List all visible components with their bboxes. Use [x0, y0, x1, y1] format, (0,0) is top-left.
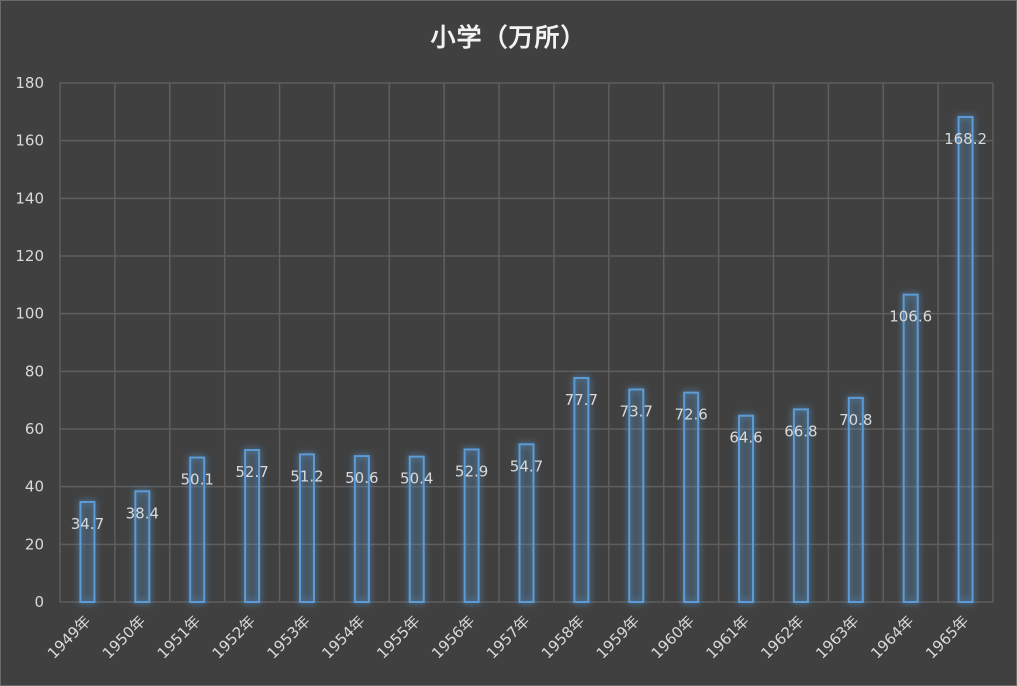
bar	[408, 455, 425, 603]
data-label: 66.8	[784, 422, 817, 440]
data-label: 51.2	[290, 467, 323, 485]
data-label: 52.9	[455, 462, 488, 480]
bar	[353, 455, 370, 603]
x-tick-label: 1961年	[703, 612, 753, 662]
y-tick-label: 180	[15, 74, 44, 92]
x-tick-label: 1954年	[318, 612, 368, 662]
data-label: 73.7	[620, 402, 653, 420]
y-tick-label: 80	[25, 362, 44, 380]
x-tick-label: 1953年	[263, 612, 313, 662]
bar	[244, 449, 261, 603]
x-tick-label: 1958年	[538, 612, 588, 662]
data-labels: 34.7 38.4 50.1 52.7 51.2 50.6 50.4 52.9 54.7 77.7…	[71, 130, 987, 533]
bar	[573, 376, 590, 603]
bar	[463, 448, 480, 604]
bar	[847, 396, 864, 603]
bar	[792, 408, 809, 604]
bar	[683, 391, 700, 604]
y-tick-label: 140	[15, 189, 44, 207]
data-label: 50.6	[345, 469, 378, 487]
x-tick-label: 1964年	[867, 612, 917, 662]
data-label: 54.7	[510, 457, 543, 475]
bar	[79, 500, 96, 603]
x-tick-label: 1952年	[209, 612, 259, 662]
bar	[189, 456, 206, 604]
x-tick-label: 1965年	[922, 612, 972, 662]
y-tick-label: 60	[25, 420, 44, 438]
x-tick-label: 1955年	[373, 612, 423, 662]
data-label: 50.1	[181, 471, 214, 489]
x-tick-label: 1956年	[428, 612, 478, 662]
bar	[738, 414, 755, 603]
y-tick-label: 100	[15, 305, 44, 323]
data-label: 168.2	[944, 130, 987, 148]
x-axis-ticks: 1949年 1950年 1951年 1952年 1953年 1954年 1955年 1956年…	[44, 612, 972, 662]
y-tick-label: 20	[25, 535, 44, 553]
y-axis-ticks: 0 20 40 60 80 100 120 140 160 180	[15, 74, 44, 611]
x-tick-label: 1949年	[44, 612, 94, 662]
x-tick-label: 1957年	[483, 612, 533, 662]
data-label: 70.8	[839, 411, 872, 429]
data-label: 106.6	[889, 308, 932, 326]
bar	[518, 443, 535, 604]
data-label: 34.7	[71, 515, 104, 533]
x-tick-label: 1951年	[154, 612, 204, 662]
data-label: 50.4	[400, 470, 433, 488]
bar	[902, 293, 919, 603]
x-tick-label: 1960年	[648, 612, 698, 662]
data-label: 64.6	[729, 429, 762, 447]
bar	[134, 490, 151, 603]
x-tick-label: 1950年	[99, 612, 149, 662]
bar	[628, 388, 645, 603]
y-tick-label: 120	[15, 247, 44, 265]
x-tick-label: 1963年	[812, 612, 862, 662]
x-tick-label: 1959年	[593, 612, 643, 662]
y-tick-label: 40	[25, 478, 44, 496]
data-label: 77.7	[565, 391, 598, 409]
data-label: 72.6	[674, 406, 707, 424]
y-tick-label: 0	[34, 593, 44, 611]
y-tick-label: 160	[15, 132, 44, 150]
bars	[79, 116, 974, 604]
bar	[298, 453, 315, 603]
chart-title: 小学（万所）	[430, 23, 587, 52]
bar	[957, 116, 974, 603]
data-label: 38.4	[126, 504, 159, 522]
data-label: 52.7	[235, 463, 268, 481]
x-tick-label: 1962年	[757, 612, 807, 662]
grid-lines	[59, 82, 994, 603]
